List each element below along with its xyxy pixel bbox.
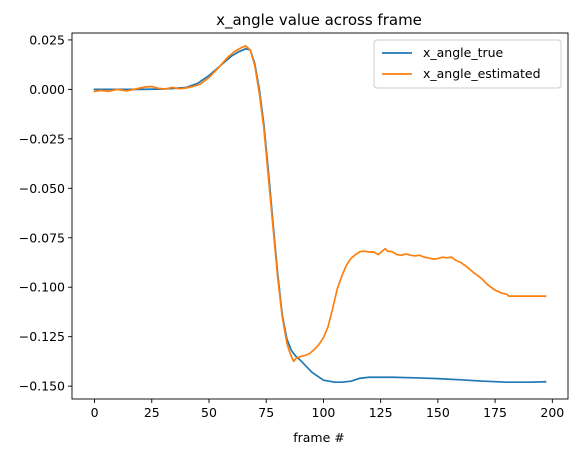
plot-area [93,45,547,384]
x-tick-label: 175 [483,405,507,420]
x-axis: 0 25 50 75 100 125 150 175 200 [91,399,564,420]
x-tick-label: 150 [426,405,450,420]
x-tick-label: 0 [91,405,99,420]
series-line-x-angle-estimated [93,45,547,363]
x-tick-label: 100 [312,405,336,420]
legend: x_angle_true x_angle_estimated [373,39,562,89]
y-axis: 0.025 0.000 −0.025 −0.050 −0.075 −0.100 −0.125… [19,32,72,394]
y-tick-label: 0.025 [29,32,65,47]
x-tick-label: 50 [201,405,217,420]
x-tick-label: 125 [369,405,393,420]
chart-title: x_angle value across frame [216,11,422,30]
x-axis-label: frame # [293,430,345,445]
legend-label-x-angle-true: x_angle_true [423,45,504,60]
plot-frame [71,32,569,400]
x-tick-label: 25 [144,405,160,420]
y-tick-label: −0.100 [19,280,65,295]
x-tick-label: 75 [258,405,274,420]
legend-box [373,39,562,89]
x-tick-label: 200 [540,405,564,420]
y-tick-label: −0.025 [19,131,65,146]
legend-label-x-angle-estimated: x_angle_estimated [423,66,541,81]
y-tick-label: −0.050 [19,181,65,196]
y-tick-label: −0.150 [19,379,65,394]
y-tick-label: 0.000 [29,82,65,97]
y-tick-label: −0.125 [19,329,65,344]
y-tick-label: −0.075 [19,230,65,245]
